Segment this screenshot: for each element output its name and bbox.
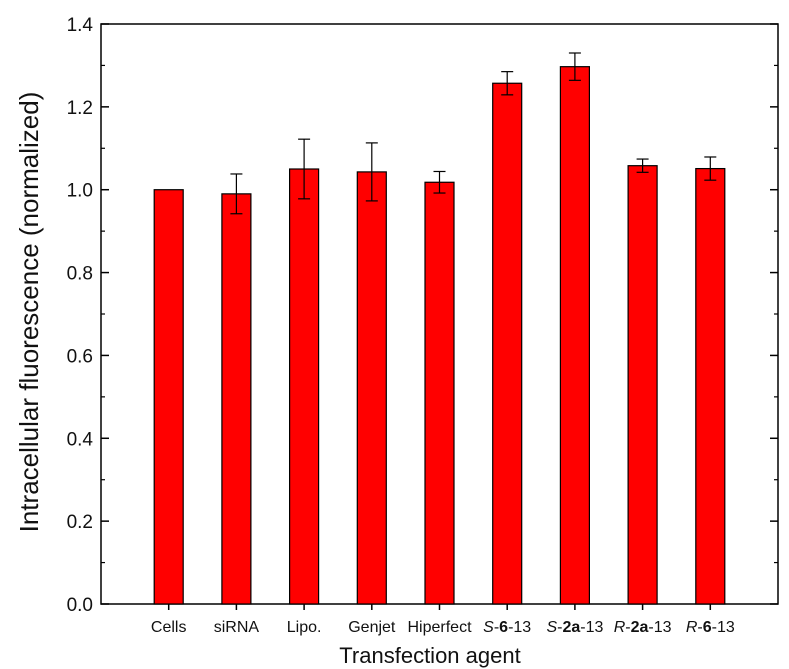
category-label-dash: - — [557, 619, 562, 636]
category-label: Cells — [151, 619, 187, 636]
category-label-compound: 2a — [562, 619, 580, 636]
category-label-prefix: S — [483, 619, 494, 636]
bar — [492, 82, 523, 605]
category-label-compound: 2a — [631, 619, 649, 636]
category-label-suffix: Lipo. — [287, 619, 322, 636]
category-label-suffix: Cells — [151, 619, 187, 636]
category-label-suffix: -13 — [648, 619, 671, 636]
y-tick-label: 0.4 — [67, 429, 94, 450]
category-label-suffix: -13 — [508, 619, 531, 636]
category-label-suffix: siRNA — [214, 619, 260, 636]
y-tick-label: 0.6 — [67, 346, 93, 367]
category-label-prefix: R — [614, 619, 626, 636]
category-label-suffix: -13 — [580, 619, 603, 636]
category-label: Lipo. — [287, 619, 322, 636]
y-tick-label: 1.2 — [67, 98, 93, 119]
category-label-prefix: S — [546, 619, 557, 636]
bar — [356, 171, 387, 605]
category-label: S-6-13 — [483, 619, 531, 636]
category-label: R-2a-13 — [614, 619, 672, 636]
bar — [289, 168, 320, 605]
category-label-dash: - — [494, 619, 499, 636]
category-label: S-2a-13 — [546, 619, 603, 636]
category-label-suffix: -13 — [712, 619, 735, 636]
category-label-prefix: R — [686, 619, 698, 636]
category-label: R-6-13 — [686, 619, 735, 636]
bar — [559, 66, 591, 605]
category-label-suffix: Genjet — [348, 619, 396, 636]
y-tick-label: 0.8 — [67, 264, 93, 285]
y-tick-label: 0.2 — [67, 512, 93, 533]
bar — [424, 181, 455, 605]
y-axis-title: Intracellular fluorescence (normalized) — [14, 92, 44, 533]
bar — [695, 167, 726, 605]
y-tick-label: 1.4 — [67, 15, 94, 36]
y-tick-label: 0.0 — [67, 595, 93, 616]
plot-area: 0.0 0.2 0.4 0.6 0.8 1.0 1.2 1.4 Cells siRNA Lipo. G… — [67, 15, 779, 636]
category-label: siRNA — [214, 619, 260, 636]
category-label-compound: 6 — [499, 619, 508, 636]
category-label-dash: - — [625, 619, 630, 636]
bar — [627, 165, 658, 605]
y-tick-label: 1.0 — [67, 181, 93, 202]
bar — [221, 193, 252, 605]
category-label-compound: 6 — [703, 619, 712, 636]
category-label-dash: - — [697, 619, 702, 636]
x-axis-title: Transfection agent — [339, 643, 520, 668]
category-label: Genjet — [348, 619, 396, 636]
category-label-suffix: Hiperfect — [407, 619, 472, 636]
category-label: Hiperfect — [407, 619, 472, 636]
bar — [153, 189, 184, 605]
